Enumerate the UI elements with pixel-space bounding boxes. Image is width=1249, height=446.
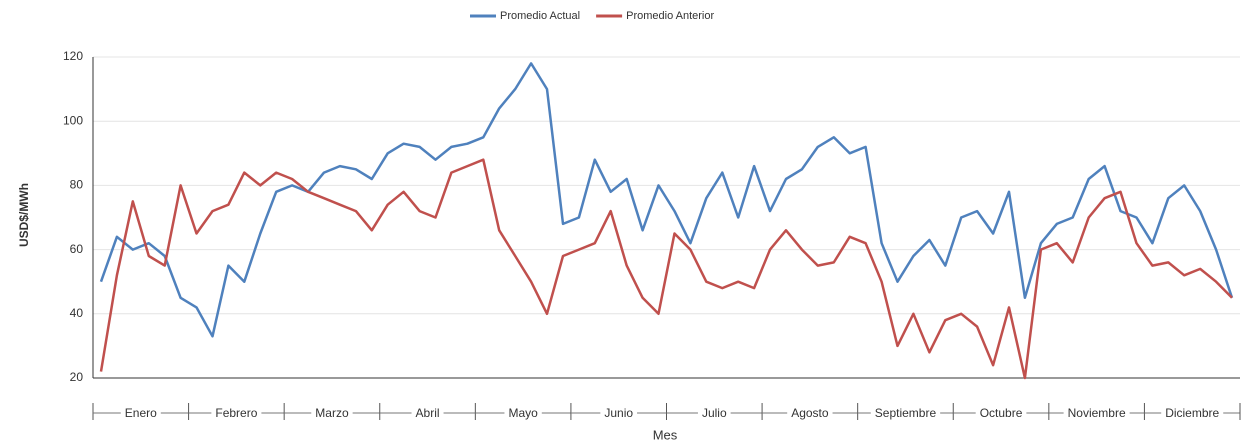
x-tick-label: Junio (604, 406, 633, 420)
y-tick-label: 40 (70, 306, 84, 320)
x-tick-label: Marzo (315, 406, 349, 420)
series-line (99, 62, 1234, 338)
y-tick-label: 100 (63, 113, 83, 127)
x-tick-label: Septiembre (875, 406, 937, 420)
y-tick-label: 20 (70, 370, 84, 384)
x-tick-label: Julio (702, 406, 727, 420)
series-line (99, 158, 1233, 380)
x-tick-label: Abril (416, 406, 440, 420)
x-tick-label: Febrero (215, 406, 257, 420)
x-tick-label: Mayo (508, 406, 538, 420)
y-axis-title: USD$/MWh (17, 183, 31, 247)
legend-label: Promedio Actual (500, 10, 580, 22)
x-tick-label: Octubre (980, 406, 1023, 420)
x-tick-label: Noviembre (1068, 406, 1126, 420)
y-tick-label: 80 (70, 178, 84, 192)
y-tick-label: 60 (70, 242, 84, 256)
x-tick-label: Diciembre (1165, 406, 1219, 420)
x-tick-label: Enero (125, 406, 157, 420)
legend-label: Promedio Anterior (626, 10, 714, 22)
y-tick-label: 120 (63, 49, 83, 63)
x-axis-title: Mes (653, 427, 678, 442)
x-tick-label: Agosto (791, 406, 829, 420)
